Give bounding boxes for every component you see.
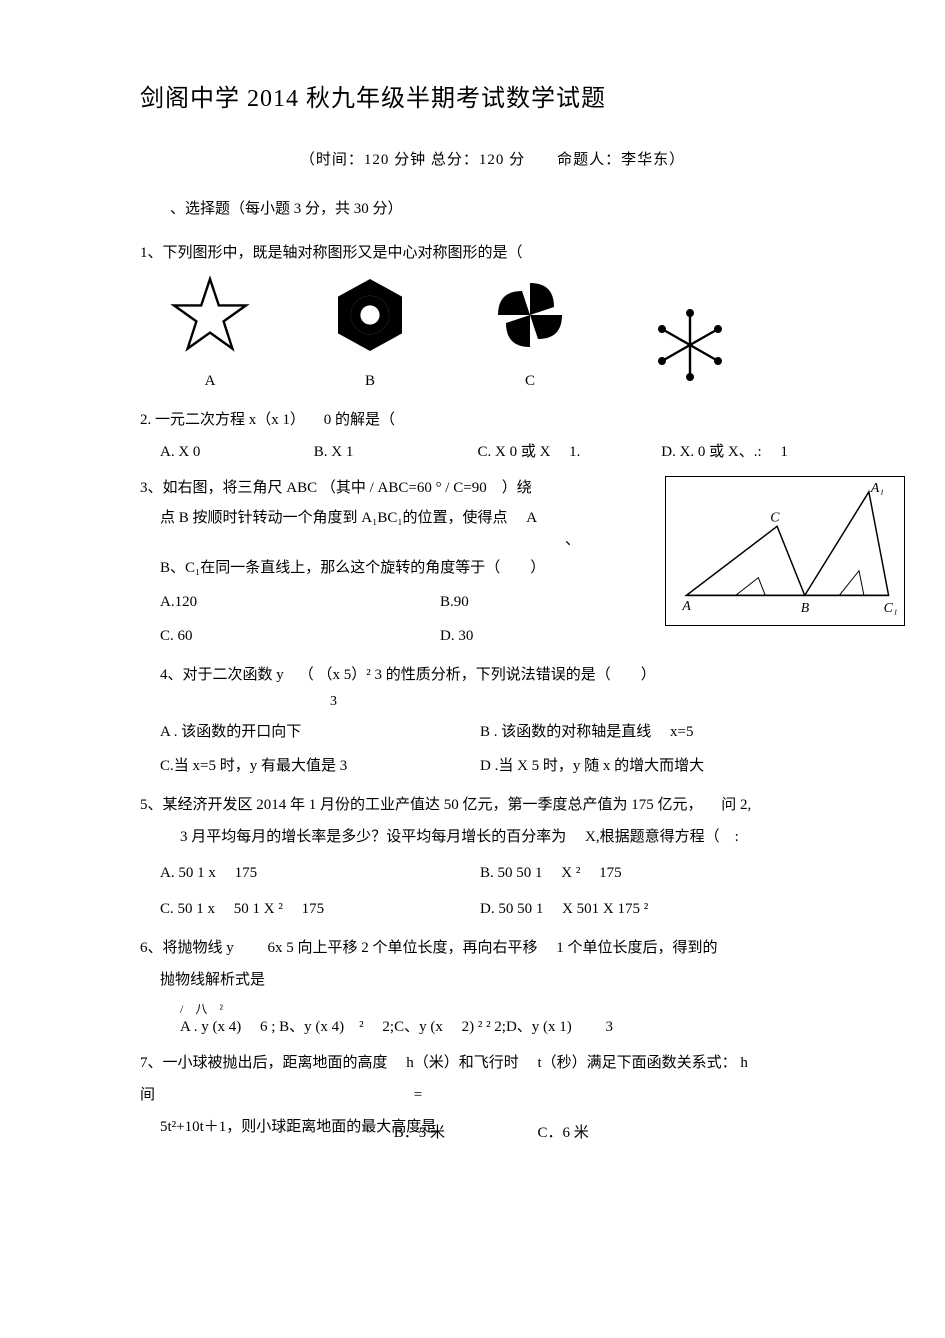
- q3-opt-d: D. 30: [440, 624, 473, 648]
- section-heading: 、选择题（每小题 3 分，共 30 分）: [170, 197, 845, 221]
- q2-opt-b: B. X 1: [314, 440, 474, 464]
- q1-stem: 1、下列图形中，既是轴对称图形又是中心对称图形的是（: [140, 241, 845, 265]
- q2-options: A. X 0 B. X 1 C. X 0 或 X 1. D. X. 0 或 X、…: [140, 440, 845, 464]
- q5-opt-c: C. 50 1 x 50 1 X ² 175: [160, 897, 480, 921]
- q4-opt-a: A . 该函数的开口向下: [160, 720, 480, 744]
- q5-opt-d: D. 50 50 1 X 501 X 175 ²: [480, 897, 648, 921]
- q4-opt-b: B . 该函数的对称轴是直线 x=5: [480, 720, 693, 744]
- q3-line1: 3、如右图，将三角尺 ABC （其中 / ABC=60 ° / C=90 ）绕: [140, 476, 580, 500]
- shape-b-label: B: [330, 369, 410, 393]
- q5-opt-a: A. 50 1 x 175: [160, 861, 480, 885]
- q3-opt-a: A.120: [160, 590, 440, 614]
- question-4: 4、对于二次函数 y （ （x 5）² 3 的性质分析，下列说法错误的是（ ） …: [140, 663, 845, 777]
- q2-opt-c: C. X 0 或 X 1.: [478, 440, 658, 464]
- q2-opt-d: D. X. 0 或 X、.: 1: [661, 440, 788, 464]
- question-2: 2. 一元二次方程 x（x 1） 0 的解是（ A. X 0 B. X 1 C.…: [140, 408, 845, 464]
- shape-c-label: C: [490, 369, 570, 393]
- q3-opt-b: B.90: [440, 590, 469, 614]
- q5-line2: 3 月平均每月的增长率是多少？设平均每月增长的百分率为 X,根据题意得方程（ :: [180, 825, 845, 849]
- page-title: 剑阁中学 2014 秋九年级半期考试数学试题: [140, 80, 845, 118]
- pinwheel-icon: [490, 275, 570, 355]
- question-7: 7、一小球被抛出后，距离地面的高度 h（米）和飞行时 t（秒）满足下面函数关系式…: [140, 1051, 845, 1145]
- q7-opt-b: B．5 米: [394, 1121, 534, 1145]
- diagram-label-A: A: [681, 599, 691, 614]
- q6-options: A . y (x 4) 6 ; B、y (x 4) ² 2;C、y (x 2) …: [180, 1015, 845, 1039]
- shape-c-cell: C: [490, 275, 570, 393]
- question-3: 3、如右图，将三角尺 ABC （其中 / ABC=60 ° / C=90 ）绕 …: [140, 476, 845, 648]
- shape-a-cell: A: [170, 275, 250, 393]
- q4-opt-c: C.当 x=5 时，y 有最大值是 3: [160, 754, 480, 778]
- q3-opt-c: C. 60: [160, 624, 440, 648]
- q6-line1: 6、将抛物线 y 6x 5 向上平移 2 个单位长度，再向右平移 1 个单位长度…: [140, 936, 845, 960]
- shape-a-label: A: [170, 369, 250, 393]
- question-5: 5、某经济开发区 2014 年 1 月份的工业产值达 50 亿元，第一季度总产值…: [140, 793, 845, 921]
- q7-line1: 7、一小球被抛出后，距离地面的高度 h（米）和飞行时 t（秒）满足下面函数关系式…: [140, 1051, 845, 1075]
- q7-line1b: 间 =: [140, 1083, 845, 1107]
- shape-d-cell: [650, 305, 730, 393]
- q4-opt-d: D .当 X 5 时，y 随 x 的增大而增大: [480, 754, 704, 778]
- page-subtitle: （时间：120 分钟 总分：120 分 命题人：李华东）: [140, 148, 845, 172]
- star-icon: [170, 275, 250, 355]
- q7-opt-c: C．6 米: [538, 1125, 589, 1141]
- q2-opt-a: A. X 0: [160, 440, 310, 464]
- q1-shapes-row: A B C: [170, 275, 845, 393]
- q3-line3: B、C₁在同一条直线上，那么这个旋转的角度等于（ ）: [160, 556, 580, 580]
- q5-line1: 5、某经济开发区 2014 年 1 月份的工业产值达 50 亿元，第一季度总产值…: [140, 793, 845, 817]
- q3-triangle-diagram: A B C A₁ C₁: [665, 476, 905, 626]
- question-1: 1、下列图形中，既是轴对称图形又是中心对称图形的是（ A B: [140, 241, 845, 393]
- question-6: 6、将抛物线 y 6x 5 向上平移 2 个单位长度，再向右平移 1 个单位长度…: [140, 936, 845, 1039]
- q4-stem: 4、对于二次函数 y （ （x 5）² 3 的性质分析，下列说法错误的是（ ）: [160, 663, 845, 687]
- q3-line2b: 、: [140, 528, 580, 552]
- q6-line2: 抛物线解析式是: [160, 968, 845, 992]
- q3-line2: 点 B 按顺时针转动一个角度到 A₁BC₁的位置，使得点 A: [160, 506, 580, 530]
- q2-stem: 2. 一元二次方程 x（x 1） 0 的解是（: [140, 408, 845, 432]
- diagram-label-C1: C₁: [884, 601, 898, 616]
- diagram-label-C: C: [770, 510, 780, 525]
- asterisk-icon: [650, 305, 730, 385]
- hexagon-icon: [330, 275, 410, 355]
- q4-sub: 3: [330, 691, 845, 713]
- diagram-label-A1: A₁: [870, 480, 884, 495]
- shape-b-cell: B: [330, 275, 410, 393]
- q5-opt-b: B. 50 50 1 X ² 175: [480, 861, 622, 885]
- diagram-label-B: B: [801, 601, 810, 616]
